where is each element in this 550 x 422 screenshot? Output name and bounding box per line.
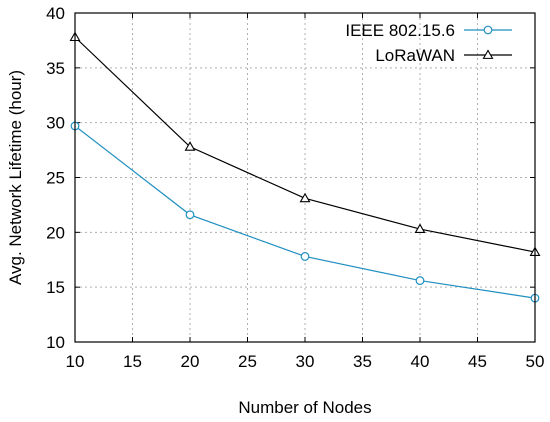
y-tick-label: 40 [46,4,65,23]
data-point [184,141,196,151]
x-tick-label: 50 [526,352,545,371]
data-point [185,210,195,220]
legend-label: IEEE 802.15.6 [345,21,455,40]
x-tick-label: 10 [66,352,85,371]
y-tick-label: 25 [46,169,65,188]
x-tick-label: 30 [296,352,315,371]
axis-ticks: 10 15 20 25 30 35 40 45 50 10 15 20 25 30 35 40 [46,4,544,371]
legend-label: LoRaWAN [375,46,455,65]
data-point [414,223,426,233]
plot-frame [74,12,536,343]
y-tick-label: 35 [46,59,65,78]
x-tick-label: 45 [468,352,487,371]
series-line [74,125,536,299]
x-axis-title: Number of Nodes [238,398,371,417]
y-tick-label: 20 [46,223,65,242]
data-point [482,49,494,59]
data-point [300,252,310,261]
data-point [299,192,311,203]
x-tick-label: 15 [123,352,142,371]
legend: IEEE 802.15.6 LoRaWAN [345,21,512,65]
y-tick-label: 10 [46,333,65,352]
data-point [415,276,425,285]
data-point [483,25,493,35]
x-tick-label: 40 [411,352,430,371]
y-axis-title: Avg. Network Lifetime (hour) [6,70,25,285]
x-tick-label: 25 [238,352,257,371]
x-tick-label: 35 [353,352,372,371]
y-tick-label: 30 [46,114,65,133]
x-tick-label: 20 [181,352,200,371]
grid [75,13,535,342]
y-tick-label: 15 [46,278,65,297]
